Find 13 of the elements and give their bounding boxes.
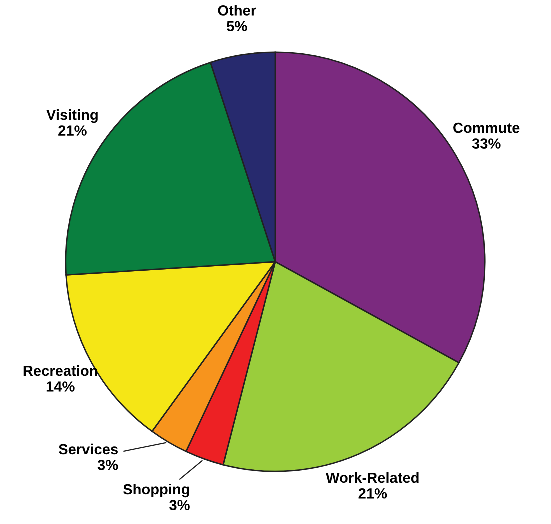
data-label: 21% (358, 488, 388, 499)
slice-label: Services (58, 444, 118, 455)
data-label: 14% (46, 382, 75, 392)
slice-label: Shopping (124, 484, 190, 498)
slice-label: Work-Related (326, 472, 419, 484)
slice-label: Visiting (46, 109, 98, 124)
data-label: 5% (227, 21, 248, 32)
data-label: 3% (98, 460, 118, 470)
slice-label: Commute (454, 122, 520, 134)
data-label: 21% (58, 126, 87, 136)
slice-label: Other (218, 5, 256, 16)
data-label: 3% (170, 500, 190, 510)
data-label: 33% (472, 138, 501, 149)
